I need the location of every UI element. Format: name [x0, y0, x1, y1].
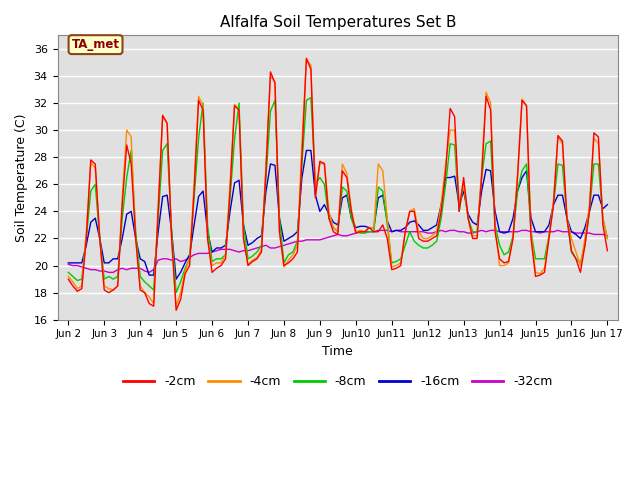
-4cm [195, 94, 202, 99]
Legend: -2cm, -4cm, -8cm, -16cm, -32cm: -2cm, -4cm, -8cm, -16cm, -32cm [118, 370, 557, 393]
-16cm [118, 236, 126, 241]
-16cm [172, 276, 180, 282]
-4cm [65, 274, 72, 279]
-8cm [604, 236, 611, 241]
-2cm [298, 155, 306, 160]
-32cm [410, 229, 418, 235]
-32cm [298, 239, 306, 244]
-8cm [410, 239, 418, 244]
-8cm [172, 290, 180, 296]
-2cm [437, 208, 445, 214]
-8cm [437, 216, 445, 221]
-2cm [604, 248, 611, 253]
-16cm [65, 260, 72, 266]
-4cm [410, 206, 418, 212]
-4cm [118, 195, 126, 201]
-32cm [374, 228, 382, 233]
-2cm [303, 56, 310, 61]
-2cm [195, 97, 202, 103]
-32cm [577, 230, 584, 236]
-16cm [577, 236, 584, 241]
-32cm [195, 251, 202, 256]
-32cm [105, 269, 113, 275]
X-axis label: Time: Time [323, 345, 353, 358]
-4cm [577, 263, 584, 268]
-4cm [437, 202, 445, 207]
-8cm [307, 95, 315, 100]
-16cm [298, 175, 306, 180]
Line: -16cm: -16cm [68, 150, 607, 279]
-32cm [604, 233, 611, 239]
Line: -4cm: -4cm [68, 60, 607, 306]
-8cm [118, 216, 126, 221]
-2cm [577, 269, 584, 275]
-16cm [437, 202, 445, 207]
-8cm [298, 161, 306, 167]
-32cm [437, 228, 445, 233]
Line: -2cm: -2cm [68, 59, 607, 310]
-2cm [172, 307, 180, 313]
-32cm [65, 261, 72, 267]
-2cm [65, 276, 72, 282]
-2cm [118, 202, 126, 207]
-4cm [303, 57, 310, 62]
-32cm [123, 267, 131, 273]
-16cm [303, 147, 310, 153]
-4cm [172, 303, 180, 309]
-16cm [195, 193, 202, 199]
Text: TA_met: TA_met [72, 38, 120, 51]
-4cm [298, 141, 306, 146]
-16cm [410, 218, 418, 224]
Title: Alfalfa Soil Temperatures Set B: Alfalfa Soil Temperatures Set B [220, 15, 456, 30]
Line: -32cm: -32cm [68, 230, 607, 272]
-4cm [604, 236, 611, 241]
Line: -8cm: -8cm [68, 97, 607, 293]
Y-axis label: Soil Temperature (C): Soil Temperature (C) [15, 113, 28, 242]
-8cm [577, 260, 584, 266]
-2cm [410, 208, 418, 214]
-8cm [195, 135, 202, 141]
-8cm [65, 269, 72, 275]
-16cm [604, 202, 611, 207]
